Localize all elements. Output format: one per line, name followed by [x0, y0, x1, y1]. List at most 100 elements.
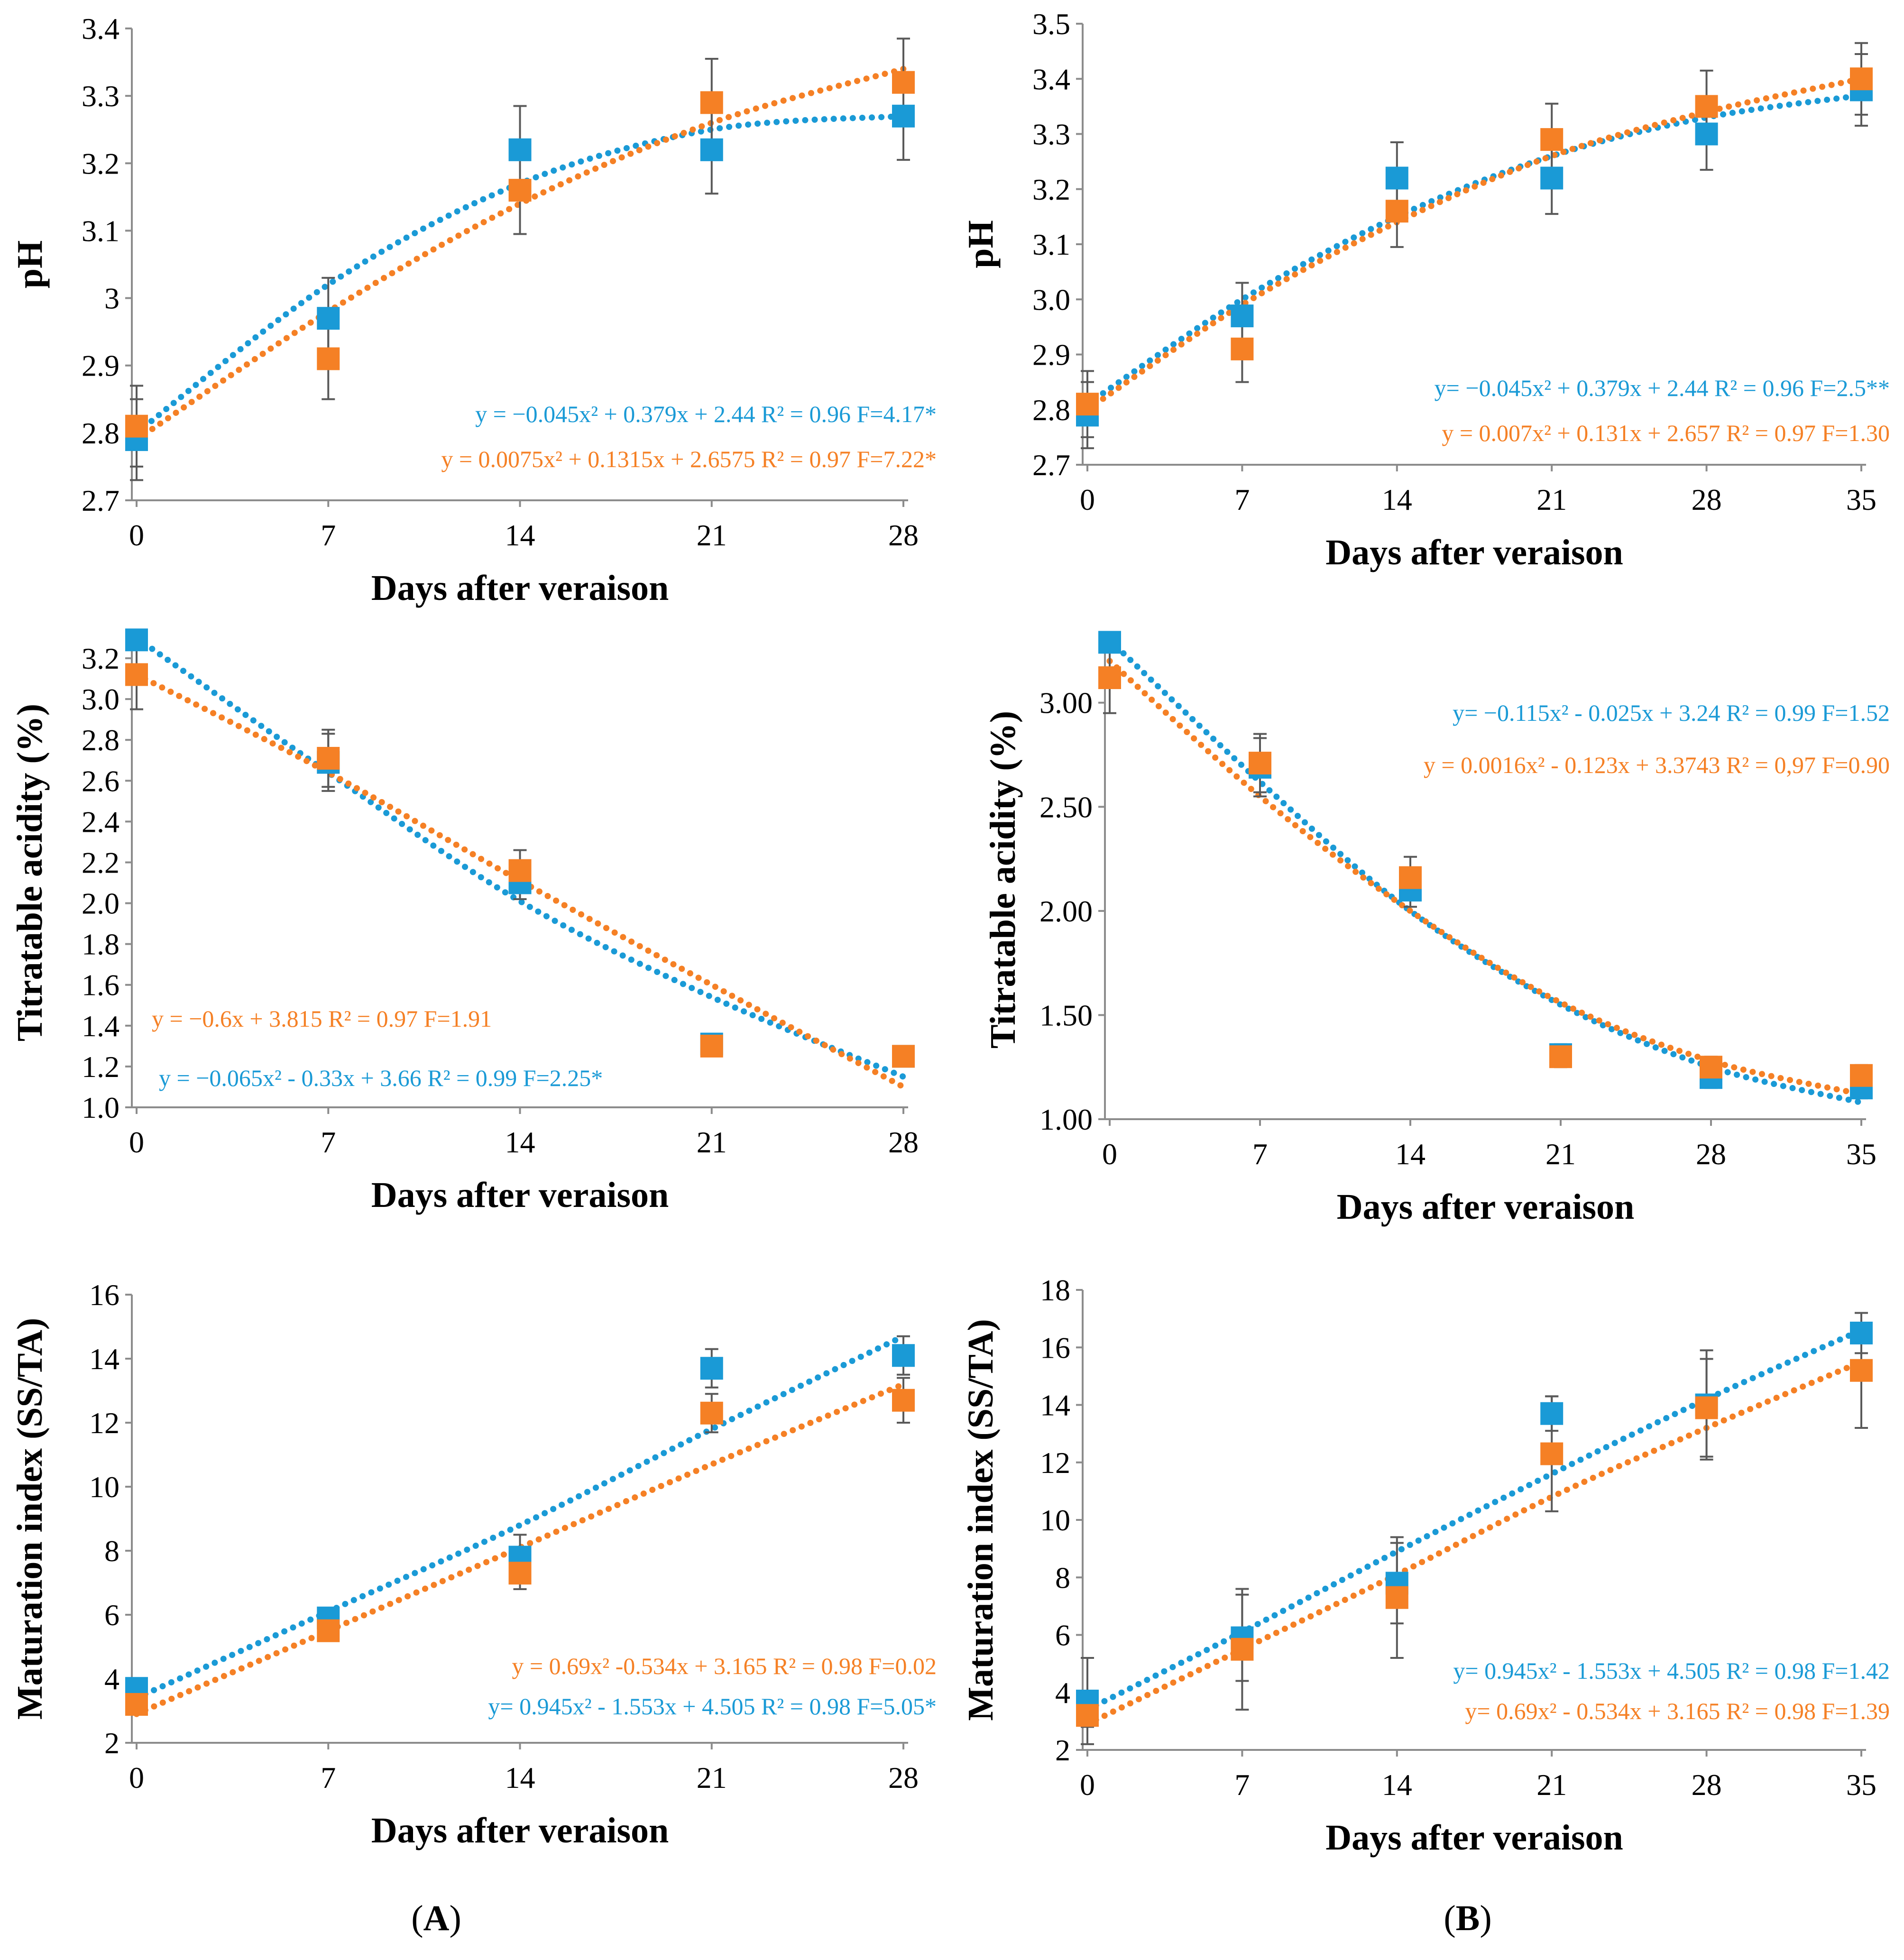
- y-tick-label: 1.50: [1039, 998, 1093, 1032]
- data-point-orange: [508, 1562, 532, 1585]
- data-point-blue: [1695, 122, 1718, 146]
- trendline-blue: [1084, 1327, 1865, 1713]
- data-point-orange: [700, 1034, 723, 1058]
- x-tick-label: 28: [888, 1761, 919, 1794]
- x-tick-label: 7: [321, 1761, 336, 1794]
- y-tick-label: 18: [1040, 1273, 1070, 1307]
- y-tick-label: 3.2: [82, 147, 120, 180]
- data-point-orange: [700, 91, 723, 114]
- x-tick-label: 14: [505, 1125, 535, 1159]
- data-point-orange: [1700, 1056, 1722, 1079]
- x-tick-label: 0: [129, 1761, 144, 1794]
- y-axis-title: Titratable acidity (%): [983, 711, 1023, 1049]
- y-tick-label: 3.3: [1032, 118, 1070, 151]
- x-tick-label: 14: [1382, 1768, 1412, 1802]
- data-point-orange: [125, 663, 148, 686]
- x-axis-title: Days after veraison: [1337, 1187, 1635, 1227]
- trendline-orange: [1084, 1359, 1865, 1727]
- y-tick-label: 1.00: [1039, 1103, 1093, 1136]
- data-point-blue: [1540, 1402, 1564, 1425]
- y-tick-label: 2.9: [82, 349, 120, 383]
- regression-equation: y = 0.007x² + 0.131x + 2.657 R² = 0.97 F…: [1442, 420, 1890, 446]
- x-tick-label: 21: [1536, 1768, 1567, 1802]
- chart-a-ta: 1.0 1.2 1.4 1.6 1.8 2.0 2.2 2.4 2.6 2.8 3.0 3.2 0 7 14…: [10, 628, 919, 1215]
- x-tick-label: 0: [129, 1125, 144, 1159]
- x-axis-title: Days after veraison: [1325, 1818, 1623, 1858]
- regression-equation: y = 0.0016x² - 0.123x + 3.3743 R² = 0,97…: [1424, 752, 1890, 778]
- y-tick-label: 1.2: [82, 1050, 120, 1084]
- y-tick-label: 2.9: [1032, 338, 1070, 372]
- panel-label-a: (A): [411, 1898, 461, 1938]
- y-tick-label: 3.0: [1032, 283, 1070, 316]
- y-tick-label: 3.1: [82, 214, 120, 248]
- data-point-blue: [892, 104, 915, 128]
- data-point-orange: [317, 347, 340, 370]
- x-tick-label: 35: [1846, 483, 1876, 516]
- data-point-orange: [1231, 337, 1254, 360]
- chart-b-ph: 2.7 2.8 2.9 3.0 3.1 3.2 3.3 3.4 3.5 0 7 14 21 28 35 Day…: [961, 7, 1890, 572]
- regression-equation: y= −0.045x² + 0.379x + 2.44 R² = 0.96 F=…: [1435, 375, 1890, 401]
- x-tick-label: 14: [505, 518, 535, 552]
- y-tick-label: 2: [1055, 1733, 1070, 1767]
- regression-equation: y= 0.945x² - 1.553x + 4.505 R² = 0.98 F=…: [488, 1693, 937, 1720]
- y-tick-label: 2.2: [82, 846, 120, 879]
- x-tick-label: 21: [697, 1761, 727, 1794]
- data-point-orange: [1850, 1359, 1873, 1382]
- data-point-orange: [1076, 393, 1099, 416]
- y-tick-label: 1.4: [82, 1009, 120, 1043]
- y-tick-label: 10: [89, 1470, 120, 1504]
- y-tick-label: 16: [1040, 1331, 1070, 1364]
- y-tick-label: 14: [89, 1342, 120, 1376]
- x-tick-label: 0: [1080, 483, 1095, 516]
- x-tick-label: 7: [1234, 483, 1250, 516]
- data-point-blue: [1385, 166, 1408, 190]
- y-tick-label: 4: [1055, 1676, 1070, 1710]
- regression-equation: y= 0.945x² - 1.553x + 4.505 R² = 0.98 F=…: [1453, 1657, 1890, 1684]
- y-tick-label: 6: [104, 1598, 120, 1632]
- data-point-blue: [508, 138, 532, 161]
- regression-equation: y = 0.0075x² + 0.1315x + 2.6575 R² = 0.9…: [441, 446, 937, 472]
- x-axis-title: Days after veraison: [371, 568, 669, 608]
- data-point-orange: [1249, 752, 1271, 775]
- x-tick-label: 7: [321, 1125, 336, 1159]
- data-point-orange: [1399, 866, 1422, 889]
- data-point-blue: [892, 1344, 915, 1367]
- x-tick-label: 14: [505, 1761, 535, 1794]
- x-tick-label: 21: [697, 1125, 727, 1159]
- chart-a-ph: 2.7 2.8 2.9 3 3.1 3.2 3.3 3.4 0 7 14 21 28 Days after…: [10, 12, 937, 608]
- regression-equation: y = −0.6x + 3.815 R² = 0.97 F=1.91: [152, 1005, 492, 1032]
- x-tick-label: 28: [1692, 483, 1722, 516]
- y-tick-label: 16: [89, 1278, 120, 1312]
- x-tick-label: 21: [697, 518, 727, 552]
- trendline-blue: [133, 1333, 907, 1701]
- y-tick-label: 3.4: [82, 12, 120, 46]
- y-tick-label: 2.7: [1032, 448, 1070, 482]
- y-tick-label: 3.1: [1032, 228, 1070, 261]
- data-point-orange: [1850, 67, 1873, 91]
- x-tick-label: 28: [1696, 1137, 1726, 1171]
- trendline-orange: [133, 65, 907, 443]
- x-tick-label: 7: [321, 518, 336, 552]
- data-point-orange: [1695, 95, 1718, 118]
- data-point-orange: [125, 414, 148, 438]
- y-axis-title: pH: [961, 220, 1001, 268]
- data-point-blue: [1540, 166, 1564, 190]
- y-tick-label: 1.0: [82, 1091, 120, 1124]
- regression-equation: y= −0.115x² - 0.025x + 3.24 R² = 0.99 F=…: [1453, 699, 1890, 726]
- x-axis-title: Days after veraison: [371, 1175, 669, 1215]
- y-axis-title: Maturation index (SS/TA): [961, 1319, 1001, 1721]
- y-tick-label: 12: [89, 1406, 120, 1440]
- x-tick-label: 28: [1692, 1768, 1722, 1802]
- trendline-orange: [1084, 75, 1865, 413]
- y-tick-label: 2: [104, 1726, 120, 1760]
- y-tick-label: 3.2: [1032, 173, 1070, 206]
- x-tick-label: 35: [1846, 1768, 1876, 1802]
- y-tick-label: 1.6: [82, 968, 120, 1002]
- y-tick-label: 10: [1040, 1503, 1070, 1537]
- x-tick-label: 28: [888, 518, 919, 552]
- x-tick-label: 28: [888, 1125, 919, 1159]
- y-tick-label: 8: [1055, 1561, 1070, 1594]
- trendline-blue: [1084, 92, 1865, 407]
- y-tick-label: 2.6: [82, 764, 120, 798]
- y-tick-label: 2.4: [82, 805, 120, 838]
